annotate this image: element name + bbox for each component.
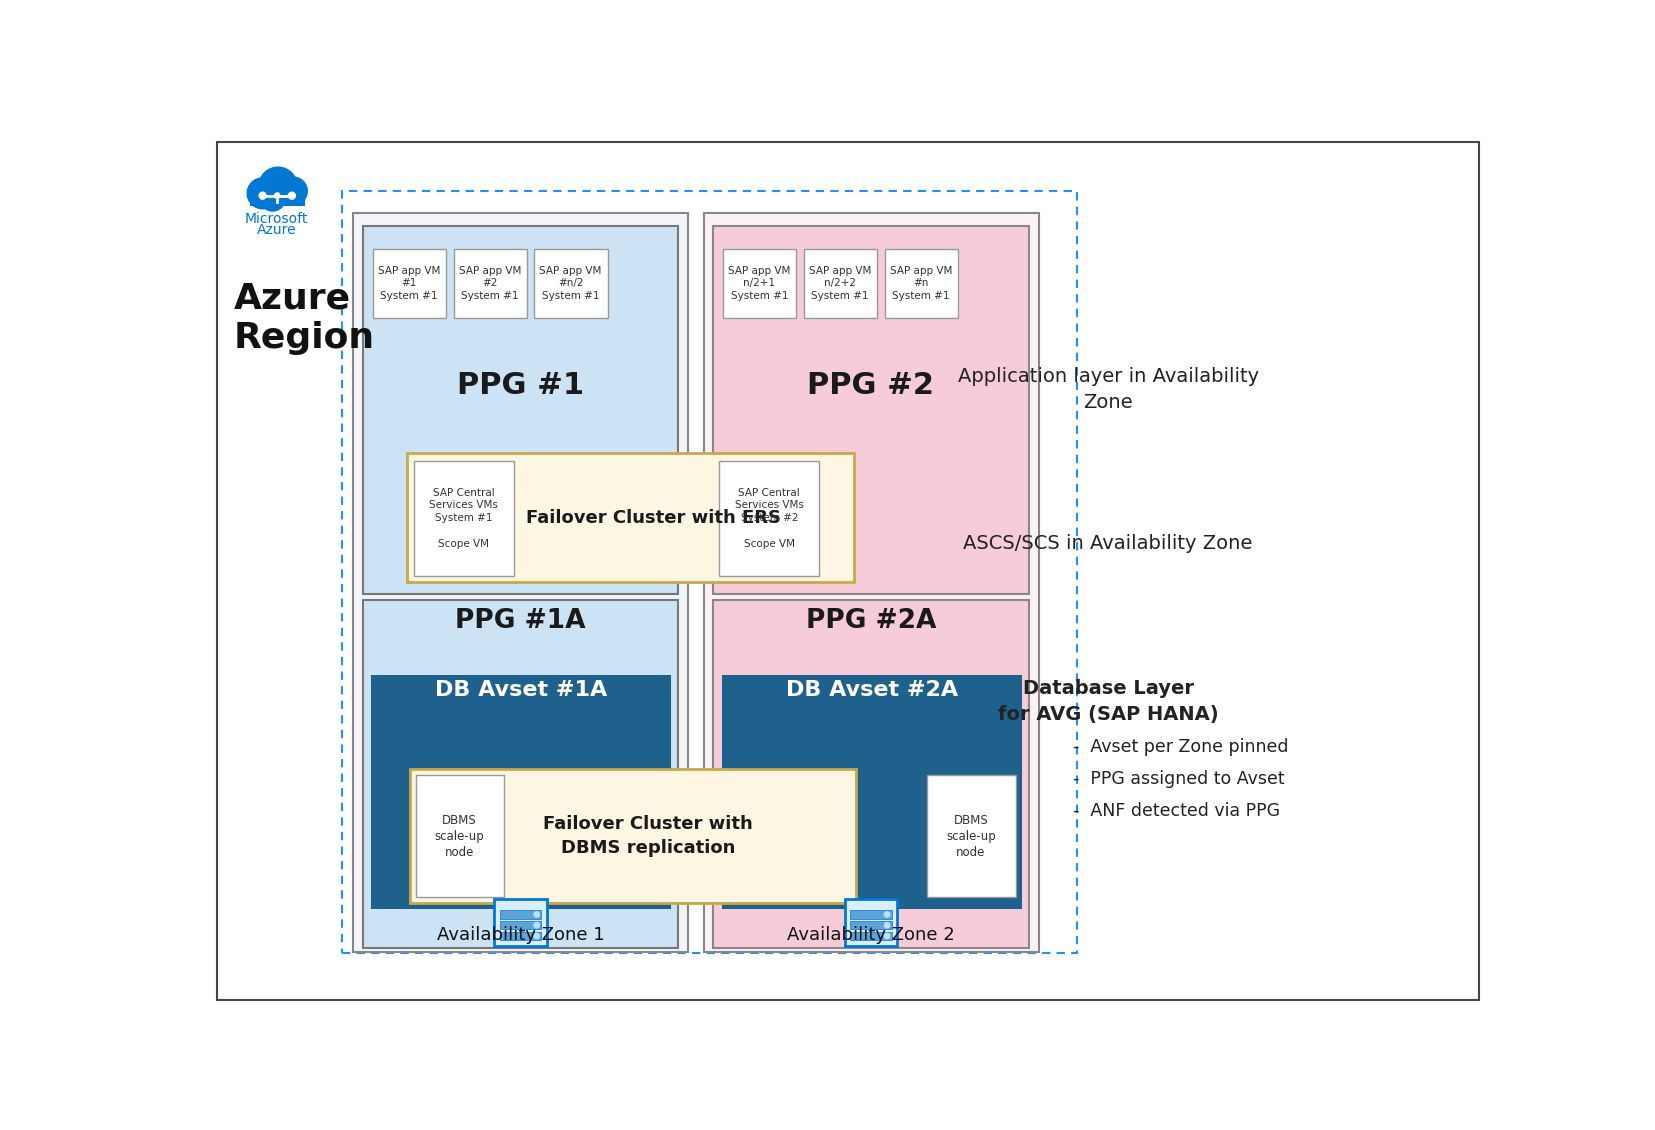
Text: PPG #1A: PPG #1A xyxy=(455,608,586,634)
Text: SAP app VM
#1
System #1: SAP app VM #1 System #1 xyxy=(377,266,440,301)
Text: Azure: Azure xyxy=(257,223,296,236)
Text: PPG #1: PPG #1 xyxy=(457,372,584,400)
Bar xyxy=(851,911,892,919)
Text: Failover Cluster with
DBMS replication: Failover Cluster with DBMS replication xyxy=(543,815,753,857)
Circle shape xyxy=(258,167,298,206)
Text: SAP app VM
#n
System #1: SAP app VM #n System #1 xyxy=(890,266,952,301)
Text: Availability Zone 1: Availability Zone 1 xyxy=(437,925,604,944)
Text: Failover Cluster with ERS: Failover Cluster with ERS xyxy=(526,508,781,527)
Circle shape xyxy=(884,922,890,928)
Text: Azure
Region: Azure Region xyxy=(233,281,376,355)
Text: DB Avset #1A: DB Avset #1A xyxy=(435,680,607,699)
Bar xyxy=(722,675,1021,910)
Text: PPG #2: PPG #2 xyxy=(808,372,935,400)
Text: SAP app VM
n/2+2
System #1: SAP app VM n/2+2 System #1 xyxy=(809,266,871,301)
Circle shape xyxy=(247,177,278,209)
Bar xyxy=(851,921,892,930)
Bar xyxy=(362,226,679,593)
Bar xyxy=(372,249,445,318)
Text: SAP Central
Services VMs
System #1

Scope VM: SAP Central Services VMs System #1 Scope… xyxy=(429,488,498,549)
Circle shape xyxy=(288,192,295,199)
Bar xyxy=(453,249,526,318)
Bar xyxy=(500,921,541,930)
Bar xyxy=(371,675,672,910)
Text: DB Avset #2A: DB Avset #2A xyxy=(786,680,958,699)
Circle shape xyxy=(260,186,285,211)
Bar xyxy=(723,249,796,318)
Bar xyxy=(410,768,856,903)
Text: DBMS
scale-up
node: DBMS scale-up node xyxy=(435,814,485,859)
Bar xyxy=(343,191,1077,954)
Bar xyxy=(500,932,541,940)
Bar xyxy=(720,461,819,576)
Bar xyxy=(535,249,607,318)
Circle shape xyxy=(535,933,540,939)
Bar xyxy=(927,775,1016,897)
Bar xyxy=(362,600,679,948)
Circle shape xyxy=(884,912,890,918)
Bar xyxy=(495,899,546,946)
Text: SAP app VM
#n/2
System #1: SAP app VM #n/2 System #1 xyxy=(540,266,602,301)
Bar xyxy=(844,899,897,946)
Text: SAP app VM
n/2+1
System #1: SAP app VM n/2+1 System #1 xyxy=(728,266,791,301)
Text: -  Avset per Zone pinned
-  PPG assigned to Avset
-  ANF detected via PPG: - Avset per Zone pinned - PPG assigned t… xyxy=(1074,738,1289,819)
Text: PPG #2A: PPG #2A xyxy=(806,608,937,634)
Text: Microsoft: Microsoft xyxy=(245,211,308,226)
Circle shape xyxy=(535,912,540,918)
Text: SAP Central
Services VMs
System #2

Scope VM: SAP Central Services VMs System #2 Scope… xyxy=(735,488,804,549)
Circle shape xyxy=(275,193,280,199)
Text: Availability Zone 2: Availability Zone 2 xyxy=(788,925,955,944)
Bar xyxy=(407,453,854,582)
Bar xyxy=(713,600,1029,948)
Bar xyxy=(354,212,688,951)
Bar xyxy=(703,212,1039,951)
Bar xyxy=(414,461,513,576)
Circle shape xyxy=(280,177,308,205)
Text: Application layer in Availability
Zone: Application layer in Availability Zone xyxy=(958,367,1258,412)
Bar xyxy=(250,190,305,207)
Circle shape xyxy=(260,192,266,199)
Text: DBMS
scale-up
node: DBMS scale-up node xyxy=(947,814,996,859)
Bar xyxy=(500,911,541,919)
Bar xyxy=(804,249,877,318)
Text: ASCS/SCS in Availability Zone: ASCS/SCS in Availability Zone xyxy=(963,534,1253,554)
Circle shape xyxy=(535,922,540,928)
Bar xyxy=(415,775,505,897)
Text: Database Layer
for AVG (SAP HANA): Database Layer for AVG (SAP HANA) xyxy=(998,679,1218,724)
Bar xyxy=(713,226,1029,593)
Bar xyxy=(851,932,892,940)
Bar xyxy=(885,249,958,318)
Circle shape xyxy=(884,933,890,939)
Text: SAP app VM
#2
System #1: SAP app VM #2 System #1 xyxy=(458,266,521,301)
